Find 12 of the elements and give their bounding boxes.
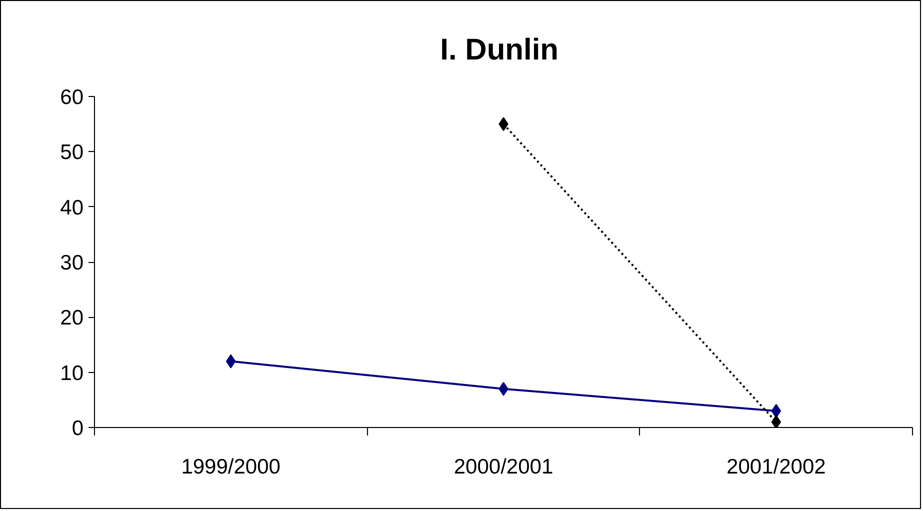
chart-title: I. Dunlin	[440, 34, 559, 66]
y-tick-label: 30	[60, 252, 84, 274]
point	[771, 414, 781, 428]
y-tick-label: 60	[60, 86, 84, 109]
y-tick-label: 20	[60, 306, 84, 330]
y-tick-label: 10	[60, 362, 84, 385]
y-tick-label: 40	[60, 196, 84, 220]
x-tick-label: 2000/2001	[454, 456, 554, 478]
x-tick-label: 1999/2000	[181, 456, 280, 478]
y-tick-label: 50	[60, 141, 84, 164]
y-tick-label: 0	[72, 417, 84, 440]
x-tick-label: 2001/2002	[726, 456, 826, 478]
